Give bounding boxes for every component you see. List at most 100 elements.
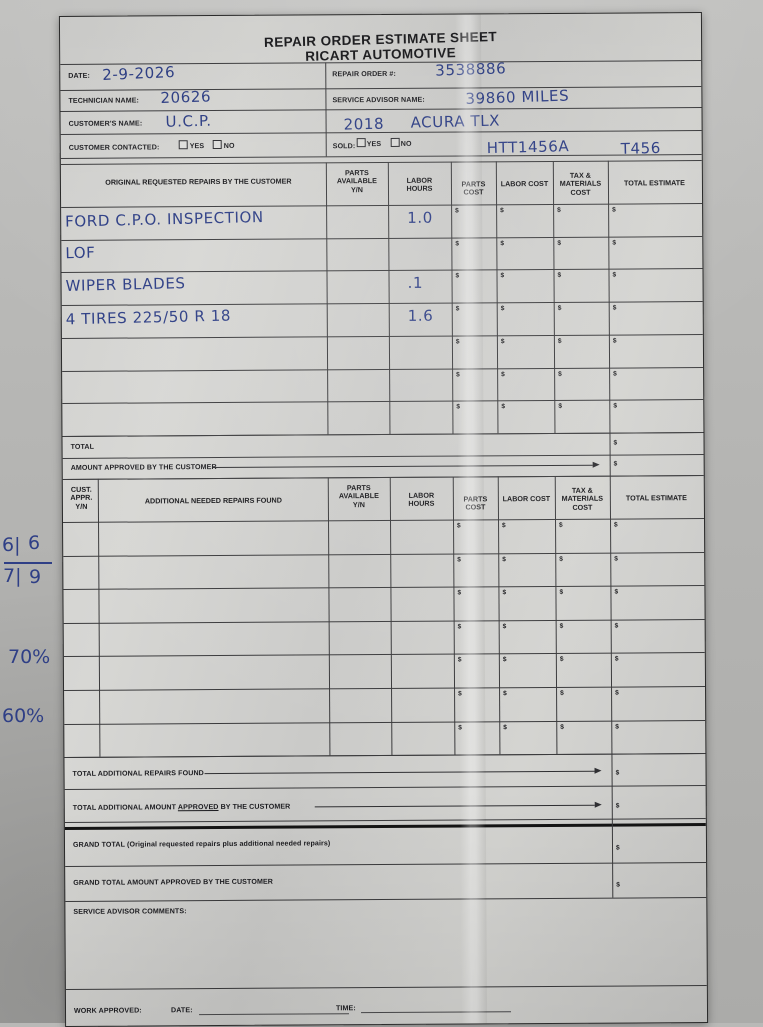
customer-contacted-no-checkbox[interactable]: [212, 139, 222, 150]
currency-symbol: $: [500, 239, 505, 247]
total-additional-approved-currency: $: [615, 802, 620, 810]
table-row[interactable]: [62, 402, 327, 436]
total-additional-found-currency: $: [615, 769, 620, 777]
vehicle-year-value: 2018: [343, 114, 385, 134]
table2-col-labor-cost: LABOR COST: [502, 493, 551, 504]
row-description: WIPER BLADES: [65, 274, 186, 296]
technician-name-value: 20626: [160, 87, 212, 108]
currency-symbol: $: [502, 623, 507, 631]
table1-col-total-estimate: TOTAL ESTIMATE: [623, 178, 685, 188]
currency-symbol: $: [456, 403, 461, 411]
currency-symbol: $: [614, 521, 618, 529]
currency-symbol: $: [615, 689, 619, 697]
rule-header-2: [60, 107, 702, 112]
table-row[interactable]: [61, 238, 326, 272]
rule-header-4: [60, 154, 702, 159]
currency-symbol: $: [455, 305, 460, 313]
currency-symbol: $: [612, 206, 616, 214]
rule-table2-head-top: [62, 475, 704, 480]
table1-col-description: ORIGINAL REQUESTED REPAIRS BY THE CUSTOM…: [105, 176, 292, 187]
table-row[interactable]: [99, 688, 329, 723]
service-advisor-comments-area[interactable]: [73, 916, 693, 987]
currency-symbol: $: [613, 402, 618, 410]
margin-note-fraction-bar: [4, 562, 52, 564]
date-value: 2-9-2026: [101, 63, 176, 84]
table1-col-labor-hours: LABOR HOURS: [406, 175, 433, 194]
rule-t1-total-v: [609, 432, 611, 476]
grand-total-currency: $: [615, 844, 620, 852]
sold-yes-checkbox[interactable]: [356, 138, 366, 148]
sold-no-label: NO: [400, 139, 412, 148]
currency-symbol: $: [560, 723, 564, 731]
table-row[interactable]: [62, 336, 327, 370]
date-label: DATE:: [68, 71, 90, 80]
rule-totals-1: [64, 785, 706, 790]
rule-t2-v2: [389, 476, 393, 755]
table-row[interactable]: [99, 655, 329, 690]
currency-symbol: $: [559, 521, 563, 529]
service-advisor-comments-label: SERVICE ADVISOR COMMENTS:: [73, 907, 187, 916]
grand-total-label: GRAND TOTAL (Original requested repairs …: [72, 839, 331, 849]
currency-symbol: $: [502, 555, 506, 563]
currency-symbol: $: [500, 338, 505, 346]
row-description: LOF: [65, 243, 96, 262]
currency-symbol: $: [458, 724, 462, 732]
currency-symbol: $: [557, 206, 561, 214]
customer-name-value: U.C.P.: [165, 111, 212, 131]
technician-name-label: TECHNICIAN NAME:: [68, 96, 140, 105]
currency-symbol: $: [612, 337, 617, 345]
currency-symbol: $: [502, 656, 507, 664]
currency-symbol: $: [559, 622, 564, 630]
currency-symbol: $: [612, 239, 617, 247]
table-row[interactable]: [99, 621, 329, 656]
grand-total-approved-label: GRAND TOTAL AMOUNT APPROVED BY THE CUSTO…: [73, 877, 274, 887]
margin-note-fraction-top-right: 6: [28, 532, 41, 554]
table1-approved-label: AMOUNT APPROVED BY THE CUSTOMER: [70, 463, 217, 472]
currency-symbol: $: [456, 371, 460, 379]
table-row[interactable]: [99, 722, 329, 757]
rule-t1-total-bottom: [62, 454, 704, 459]
customer-contacted-yes-checkbox[interactable]: [178, 140, 188, 150]
table-row[interactable]: [98, 588, 328, 623]
table1-approved-arrow-line: [212, 464, 593, 469]
currency-symbol: $: [614, 588, 619, 596]
currency-symbol: $: [558, 403, 563, 411]
total-additional-approved-label-underlined: APPROVED: [177, 803, 219, 812]
table2-col-labor-hours: LABOR HOURS: [408, 490, 435, 509]
currency-symbol: $: [559, 656, 564, 664]
rule-t1-v5: [552, 160, 556, 433]
currency-symbol: $: [457, 623, 462, 631]
rule-totals-thick-divider: [64, 823, 706, 830]
rule-t2-v6: [609, 475, 613, 754]
row-labor-hours: 1.0: [407, 208, 433, 227]
rule-t1-v2: [387, 161, 391, 434]
rule-totals-3: [65, 862, 707, 867]
margin-note-fraction-bottom-left: 7|: [3, 565, 22, 587]
customer-name-label: CUSTOMER'S NAME:: [68, 119, 143, 128]
table-row[interactable]: [98, 554, 328, 589]
repair-order-estimate-sheet: REPAIR ORDER ESTIMATE SHEET RICART AUTOM…: [58, 12, 709, 1027]
currency-symbol: $: [502, 589, 507, 597]
vehicle-make-model-value: ACURA TLX: [410, 111, 501, 132]
table1-approved-arrowhead: [592, 461, 600, 468]
total-additional-found-label: TOTAL ADDITIONAL REPAIRS FOUND: [72, 769, 204, 778]
table-row[interactable]: [98, 520, 328, 555]
total-additional-found-arrowhead: [594, 767, 602, 774]
rule-t2-v5: [554, 475, 558, 754]
total-additional-approved-arrowhead: [594, 801, 602, 808]
sold-no-checkbox[interactable]: [390, 137, 400, 147]
sold-yes-label: YES: [366, 140, 382, 149]
table1-approved-currency: $: [613, 460, 618, 468]
currency-symbol: $: [455, 207, 459, 215]
table2-col-parts-available: PARTS AVAILABLE Y/N: [338, 483, 379, 509]
table1-total-label: TOTAL: [70, 442, 95, 451]
grand-total-approved-currency: $: [616, 881, 620, 889]
margin-note-fraction-top-left: 6|: [2, 534, 21, 556]
currency-symbol: $: [500, 272, 505, 280]
currency-symbol: $: [560, 689, 564, 697]
currency-symbol: $: [614, 555, 618, 563]
work-approved-label: WORK APPROVED:: [73, 1006, 142, 1015]
repair-order-value: 3538886: [434, 59, 507, 80]
currency-symbol: $: [615, 723, 619, 731]
table-row[interactable]: [62, 369, 327, 403]
